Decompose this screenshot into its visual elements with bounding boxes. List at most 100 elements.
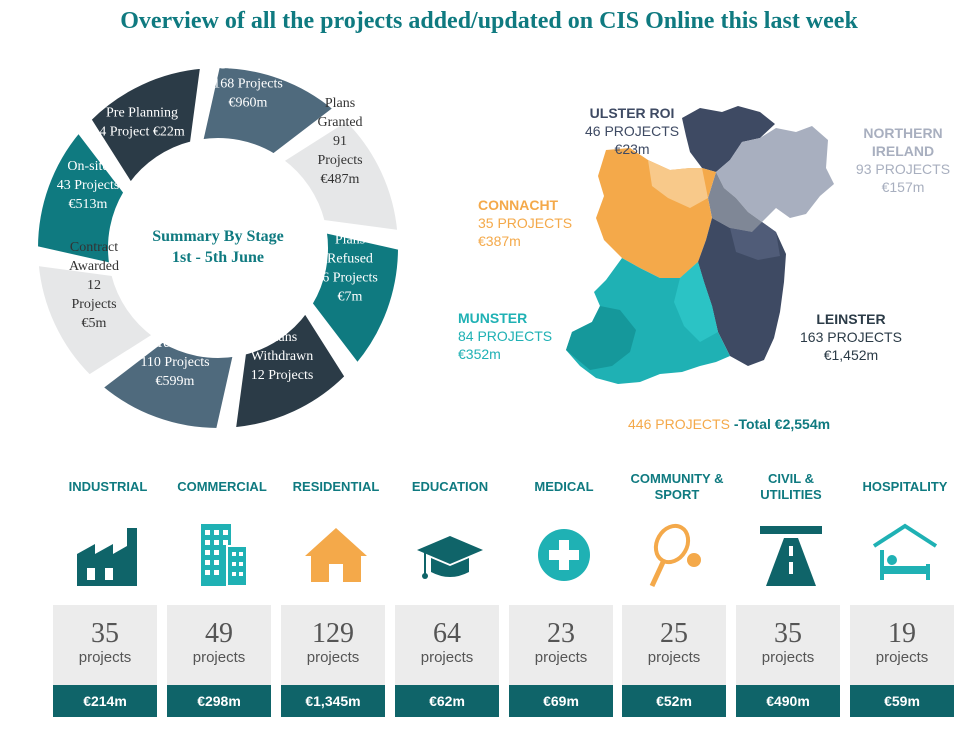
category-count: 19: [888, 618, 916, 649]
bed-icon: [870, 520, 940, 590]
category-count-box: 64 projects: [395, 605, 499, 685]
province-leinster-projects: 163 PROJECTS: [800, 329, 902, 345]
ring-center-title: Summary By Stage: [152, 228, 284, 245]
stage-segment-plans-submitted: [198, 63, 339, 158]
stage-label-plans-withdrawn: 12 Projects: [251, 368, 314, 383]
map-munster-west: [566, 306, 636, 370]
office-building-icon: [187, 520, 257, 590]
category-count-box: 19 projects: [850, 605, 954, 685]
map-ulster-roi: [682, 106, 775, 172]
stage-label-plans-refused: 6 Projects: [322, 271, 378, 286]
category-unit: projects: [78, 649, 132, 666]
stage-label-plans-granted: €487m: [321, 172, 360, 187]
stage-segment-pre-planning: [86, 64, 205, 189]
category-label: COMMUNITY & SPORT: [630, 471, 724, 502]
province-munster-projects: 84 PROJECTS: [458, 328, 553, 344]
stage-label-contract-awarded: Awarded: [69, 259, 119, 274]
stage-label-plans-withdrawn: Withdrawn: [251, 349, 313, 364]
stage-label-plans-submitted: Submitted: [219, 58, 277, 73]
factory-icon: [73, 520, 143, 590]
stage-segment-plans-withdrawn: [231, 307, 350, 432]
stage-label-on-site: 43 Projects: [57, 178, 120, 193]
province-ni: NORTHERN IRELAND 93 PROJECTS €157m: [848, 124, 958, 196]
category-label: RESIDENTIAL: [292, 479, 380, 494]
province-ulster-value: €23m: [614, 141, 650, 157]
stage-label-pre-planning: 4 Project €22m: [99, 125, 185, 140]
category-count-box: 129 projects: [281, 605, 385, 685]
category-value: €69m: [509, 685, 613, 717]
category-value: €59m: [850, 685, 954, 717]
stage-label-contract-awarded: Contract: [70, 240, 118, 255]
stage-label-plans-granted: Granted: [317, 115, 362, 130]
category-label: EDUCATION: [411, 479, 489, 494]
category-unit: projects: [534, 649, 588, 666]
stage-label-plans-refused: Plans: [335, 233, 365, 248]
category-label: INDUSTRIAL: [68, 479, 148, 494]
province-ni-projects: 93 PROJECTS: [855, 161, 951, 177]
category-unit: projects: [420, 649, 474, 666]
stage-label-tender: €599m: [156, 374, 195, 389]
province-ni-name: NORTHERN IRELAND: [863, 125, 943, 159]
category-count: 35: [774, 618, 802, 649]
category-value: €62m: [395, 685, 499, 717]
stage-segment-tender: [97, 338, 238, 433]
category-unit: projects: [306, 649, 360, 666]
stage-label-on-site: On-site: [67, 159, 108, 174]
category-label: HOSPITALITY: [862, 479, 948, 494]
province-connacht-name: CONNACHT: [478, 197, 559, 213]
stage-label-contract-awarded: Projects: [71, 297, 116, 312]
province-leinster-value: €1,452m: [823, 347, 879, 363]
province-connacht-projects: 35 PROJECTS: [478, 215, 573, 231]
category-value: €298m: [167, 685, 271, 717]
stage-label-plans-submitted: 168 Projects: [213, 77, 283, 92]
page-title: Overview of all the projects added/updat…: [120, 8, 858, 34]
category-label: MEDICAL: [534, 479, 594, 494]
province-ni-value: €157m: [881, 179, 925, 195]
map-northern-ireland: [716, 126, 834, 222]
province-leinster: LEINSTER 163 PROJECTS €1,452m: [800, 310, 902, 364]
category-count-box: 35 projects: [53, 605, 157, 685]
category-count: 35: [91, 618, 119, 649]
house-icon: [301, 520, 371, 590]
map-cavan-monaghan: [708, 172, 762, 232]
total-summary: 446 PROJECTS -Total €2,554m: [628, 416, 830, 432]
graduation-cap-icon: [415, 520, 485, 590]
category-unit: projects: [761, 649, 815, 666]
province-leinster-name: LEINSTER: [816, 311, 886, 327]
stage-label-contract-awarded: €5m: [82, 316, 107, 331]
map-munster-east: [674, 262, 718, 342]
province-munster: MUNSTER 84 PROJECTS €352m: [458, 309, 552, 363]
province-ulster-projects: 46 PROJECTS: [585, 123, 680, 139]
stage-segment-on-site: [33, 127, 128, 268]
province-munster-value: €352m: [458, 346, 501, 362]
total-value: -Total €2,554m: [733, 416, 831, 432]
ring-center-date: 1st - 5th June: [172, 249, 264, 266]
category-value: €1,345m: [281, 685, 385, 717]
stage-label-plans-granted: Projects: [317, 153, 362, 168]
stage-label-plans-refused: €7m: [338, 290, 363, 305]
province-ulster: ULSTER ROI 46 PROJECTS €23m: [585, 104, 679, 158]
category-value: €214m: [53, 685, 157, 717]
stage-label-plans-withdrawn: Plans: [267, 330, 297, 345]
tennis-racket-icon: [642, 520, 712, 590]
road-icon: [756, 520, 826, 590]
province-connacht: CONNACHT 35 PROJECTS €387m: [478, 196, 572, 250]
category-label: CIVIL & UTILITIES: [760, 471, 822, 502]
category-unit: projects: [192, 649, 246, 666]
category-unit: projects: [647, 649, 701, 666]
category-count-box: 49 projects: [167, 605, 271, 685]
stage-label-on-site: €513m: [69, 197, 108, 212]
category-count: 64: [433, 618, 461, 649]
category-count: 49: [205, 618, 233, 649]
category-count-box: 23 projects: [509, 605, 613, 685]
stage-label-plans-granted: Plans: [325, 96, 355, 111]
category-count-box: 25 projects: [622, 605, 726, 685]
stage-segment-plans-granted: [277, 116, 402, 235]
medical-cross-icon: [529, 520, 599, 590]
stage-label-tender: 110 Projects: [140, 355, 209, 370]
province-connacht-value: €387m: [478, 233, 521, 249]
map-sligo-leitrim: [648, 160, 708, 208]
category-count: 25: [660, 618, 688, 649]
province-ulster-name: ULSTER ROI: [589, 105, 675, 121]
